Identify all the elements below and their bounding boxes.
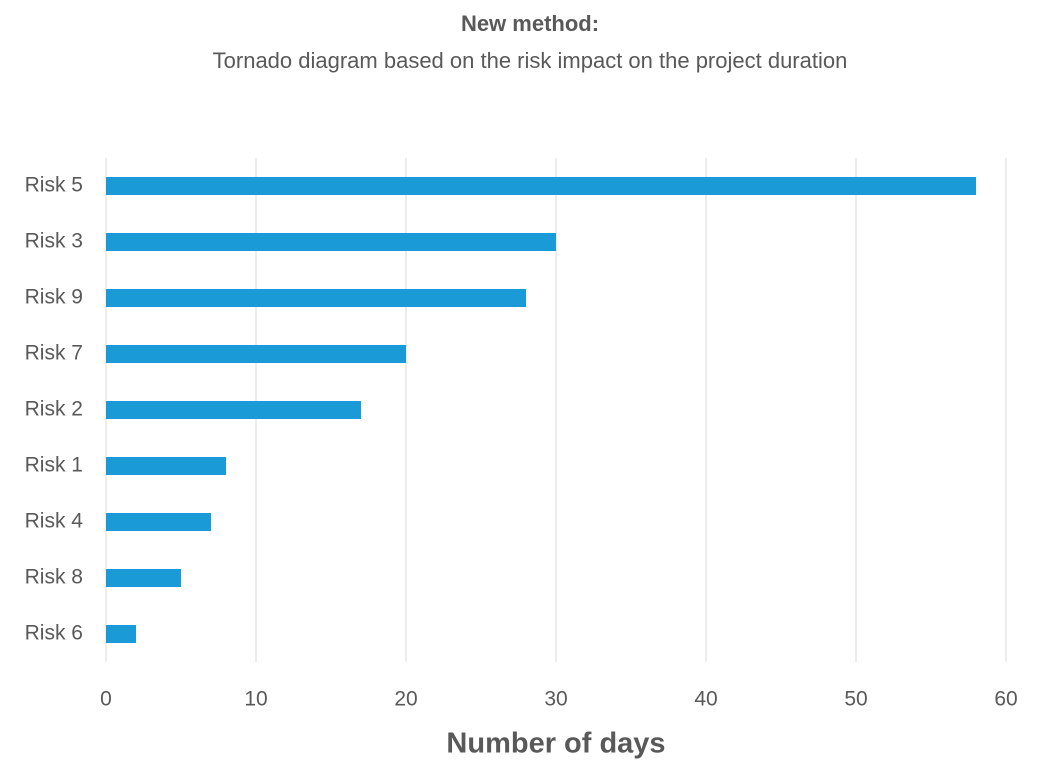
- x-tick-label: 40: [694, 688, 717, 711]
- y-tick-label: Risk 8: [25, 566, 83, 589]
- x-tick-label: 0: [100, 688, 112, 711]
- y-tick-label: Risk 5: [25, 174, 83, 197]
- y-tick-label: Risk 4: [25, 510, 84, 533]
- y-tick-label: Risk 6: [25, 622, 83, 645]
- x-tick-label: 50: [844, 688, 867, 711]
- y-tick-label: Risk 3: [25, 230, 83, 253]
- y-tick-label: Risk 9: [25, 286, 83, 309]
- bar: [106, 233, 556, 251]
- y-tick-label: Risk 1: [25, 454, 83, 477]
- bar: [106, 401, 361, 419]
- x-axis-title: Number of days: [446, 728, 665, 760]
- chart-subtitle: Tornado diagram based on the risk impact…: [213, 48, 848, 73]
- x-tick-label: 60: [994, 688, 1017, 711]
- bar: [106, 345, 406, 363]
- x-tick-label: 10: [244, 688, 267, 711]
- bar: [106, 513, 211, 531]
- bar: [106, 177, 976, 195]
- y-tick-label: Risk 2: [25, 398, 83, 421]
- bar: [106, 625, 136, 643]
- x-tick-label: 30: [544, 688, 567, 711]
- bar: [106, 289, 526, 307]
- x-tick-label: 20: [394, 688, 417, 711]
- chart-title: New method:: [461, 11, 599, 36]
- bar: [106, 457, 226, 475]
- y-tick-label: Risk 7: [25, 342, 83, 365]
- bar: [106, 569, 181, 587]
